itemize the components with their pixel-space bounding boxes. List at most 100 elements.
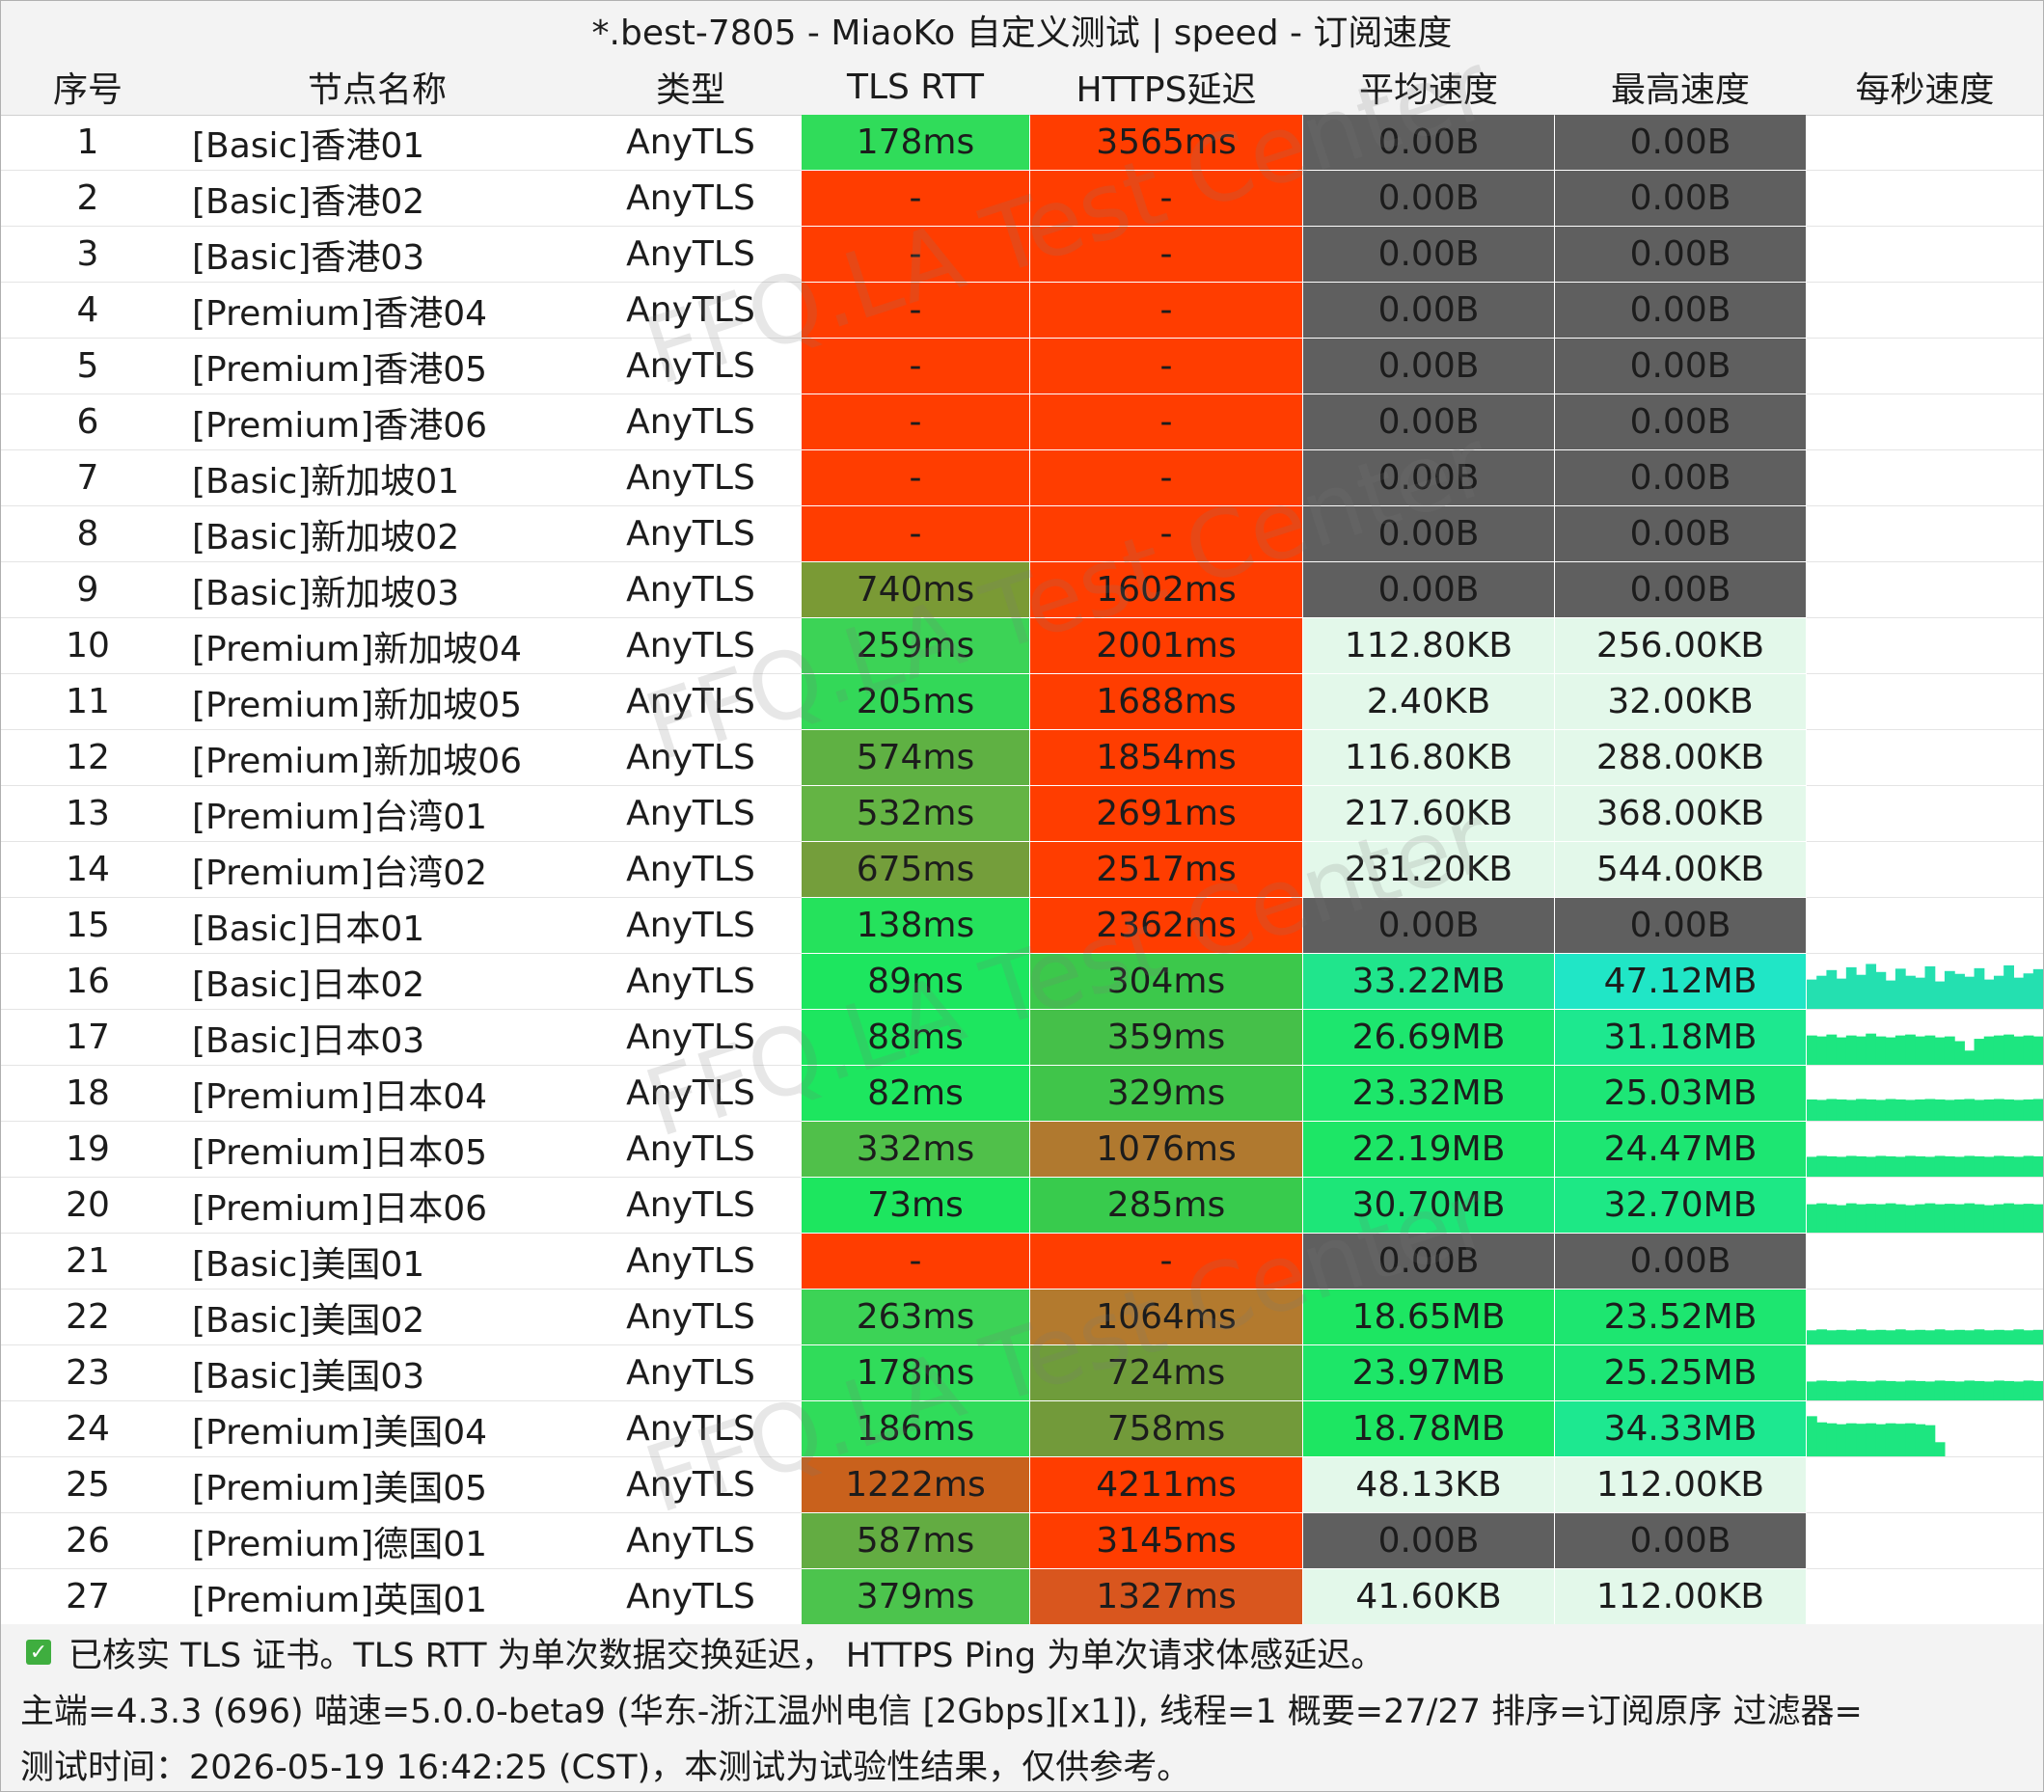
sparkline-bar xyxy=(1964,1155,1976,1177)
table-row[interactable]: 22 [Basic]美国02 AnyTLS 263ms 1064ms 18.65MB 23.… xyxy=(1,1290,2043,1345)
sparkline-bar xyxy=(1964,1050,1976,1065)
cell-https-latency: 304ms xyxy=(1030,954,1302,1010)
sparkline-bar xyxy=(1993,1099,2004,1121)
table-row[interactable]: 7 [Basic]新加坡01 AnyTLS - -0.00B 0.00B xyxy=(1,450,2043,506)
table-row[interactable]: 24 [Premium]美国04 AnyTLS 186ms 758ms 18.78MB 34… xyxy=(1,1401,2043,1457)
table-row[interactable]: 16 [Basic]日本02 AnyTLS 89ms 304ms 33.22MB 47.12… xyxy=(1,954,2043,1010)
sparkline-bar xyxy=(1944,1330,1955,1344)
column-header[interactable]: 每秒速度 xyxy=(1855,70,1995,110)
cell-https-latency: - xyxy=(1030,506,1302,562)
cell-https-latency: 359ms xyxy=(1030,1010,1302,1066)
sparkline-bar xyxy=(1866,1330,1877,1344)
sparkline-bar xyxy=(2003,1330,2014,1344)
sparkline-bar xyxy=(1934,1329,1946,1344)
cell-https-latency: 2691ms xyxy=(1030,786,1302,842)
sparkline-bar xyxy=(1894,1204,1906,1233)
sparkline-bar xyxy=(1974,1380,1985,1400)
cell-index: 13 xyxy=(1,786,175,842)
table-row[interactable]: 12 [Premium]新加坡06 AnyTLS 574ms 1854ms 116.80K… xyxy=(1,730,2043,786)
table-row[interactable]: 10 [Premium]新加坡04 AnyTLS 259ms 2001ms 112.80K… xyxy=(1,618,2043,674)
cell-https-latency: 2001ms xyxy=(1030,618,1302,674)
per-second-speed-sparkline xyxy=(1807,1066,2043,1122)
sparkline-bar xyxy=(1915,1099,1926,1121)
table-row[interactable]: 6 [Premium]香港06 AnyTLS - -0.00B 0.00B xyxy=(1,394,2043,450)
table-row[interactable]: 18 [Premium]日本04 AnyTLS 82ms 329ms 23.32MB 25.… xyxy=(1,1066,2043,1122)
column-header[interactable]: 平均速度 xyxy=(1358,70,1498,110)
cell-https-latency: 1327ms xyxy=(1030,1569,1302,1625)
table-row[interactable]: 26 [Premium]德国01 AnyTLS 587ms 3145ms 0.00B 0.0… xyxy=(1,1513,2043,1569)
sparkline-bar xyxy=(1894,968,1906,1009)
table-row[interactable]: 25 [Premium]美国05 AnyTLS 1222ms 4211ms 48.13KB… xyxy=(1,1457,2043,1513)
cell-avg-speed: 0.00B xyxy=(1303,227,1554,283)
cell-index: 17 xyxy=(1,1010,175,1066)
column-header[interactable]: 序号 xyxy=(52,70,123,110)
column-header[interactable]: 最高速度 xyxy=(1610,70,1750,110)
table-row[interactable]: 19 [Premium]日本05 AnyTLS 332ms 1076ms 22.19MB 2… xyxy=(1,1122,2043,1178)
table-row[interactable]: 27 [Premium]英国01 AnyTLS 379ms 1327ms 41.60KB 1… xyxy=(1,1569,2043,1625)
cell-tls-rtt: 186ms xyxy=(802,1401,1029,1457)
table-row[interactable]: 8 [Basic]新加坡02 AnyTLS - -0.00B 0.00B xyxy=(1,506,2043,562)
table-row[interactable]: 17 [Basic]日本03 AnyTLS 88ms 359ms 26.69MB 31.18… xyxy=(1,1010,2043,1066)
sparkline-bar xyxy=(2032,1155,2043,1177)
table-row[interactable]: 4 [Premium]香港04 AnyTLS - -0.00B 0.00B xyxy=(1,283,2043,339)
sparkline-bar xyxy=(1915,1424,1926,1456)
sparkline-bar xyxy=(1915,977,1926,1009)
cell-avg-speed: 18.78MB xyxy=(1303,1401,1554,1457)
table-row[interactable]: 1 [Basic]香港01 AnyTLS 178ms 3565ms 0.00B 0.00B xyxy=(1,115,2043,171)
sparkline-bar xyxy=(1905,975,1916,1009)
cell-avg-speed: 26.69MB xyxy=(1303,1010,1554,1066)
sparkline-bar xyxy=(1964,1330,1976,1344)
cell-max-speed: 0.00B xyxy=(1555,898,1806,954)
cell-node-name: [Premium]日本06 xyxy=(175,1178,580,1234)
footer: ✓ 已核实 TLS 证书。TLS RTT 为单次数据交换延迟， HTTPS Pi… xyxy=(1,1624,2043,1791)
sparkline-bar xyxy=(2032,1204,2043,1233)
table-row[interactable]: 9 [Basic]新加坡03 AnyTLS 740ms 1602ms 0.00B 0.00B xyxy=(1,562,2043,618)
cell-max-speed: 0.00B xyxy=(1555,562,1806,618)
table-row[interactable]: 23 [Basic]美国03 AnyTLS 178ms 724ms 23.97MB 25.2… xyxy=(1,1345,2043,1401)
sparkline-bar xyxy=(1915,1155,1926,1177)
table-row[interactable]: 20 [Premium]日本06 AnyTLS 73ms 285ms 30.70MB 32.… xyxy=(1,1178,2043,1234)
table-row[interactable]: 14 [Premium]台湾02 AnyTLS 675ms 2517ms 231.20KB… xyxy=(1,842,2043,898)
sparkline-bar xyxy=(1974,1100,1985,1121)
sparkline-bar xyxy=(1944,1380,1955,1400)
table-row[interactable]: 13 [Premium]台湾01 AnyTLS 532ms 2691ms 217.60KB… xyxy=(1,786,2043,842)
column-header[interactable]: TLS RTT xyxy=(846,67,985,107)
sparkline-bar xyxy=(1816,1155,1828,1177)
sparkline-bar xyxy=(1964,1380,1976,1400)
table-row[interactable]: 3 [Basic]香港03 AnyTLS - -0.00B 0.00B xyxy=(1,227,2043,283)
column-header[interactable]: 类型 xyxy=(655,70,725,110)
sparkline-bar xyxy=(1845,1423,1857,1456)
sparkline-bar xyxy=(1845,1380,1857,1400)
sparkline-bar xyxy=(1924,1035,1936,1065)
table-row[interactable]: 11 [Premium]新加坡05 AnyTLS 205ms 1688ms 2.40KB 3… xyxy=(1,674,2043,730)
table-row[interactable]: 15 [Basic]日本01 AnyTLS 138ms 2362ms 0.00B 0.00B xyxy=(1,898,2043,954)
sparkline-bar xyxy=(1983,1036,1995,1065)
cell-max-speed: 32.70MB xyxy=(1555,1178,1806,1234)
cell-index: 19 xyxy=(1,1122,175,1178)
table-row[interactable]: 2 [Basic]香港02 AnyTLS - -0.00B 0.00B xyxy=(1,171,2043,227)
sparkline-bar xyxy=(2003,1380,2014,1400)
cell-avg-speed: 23.97MB xyxy=(1303,1345,1554,1401)
cell-tls-rtt: - xyxy=(802,227,1029,283)
column-header[interactable]: HTTPS延迟 xyxy=(1076,70,1257,110)
sparkline-bar xyxy=(1924,1330,1936,1344)
cell-node-name: [Basic]新加坡03 xyxy=(175,562,580,618)
cell-https-latency: 1064ms xyxy=(1030,1290,1302,1345)
table-row[interactable]: 5 [Premium]香港05 AnyTLS - -0.00B 0.00B xyxy=(1,339,2043,394)
per-second-speed-sparkline xyxy=(1807,227,2043,283)
column-header[interactable]: 节点名称 xyxy=(307,70,447,110)
cell-index: 4 xyxy=(1,283,175,339)
sparkline-bar xyxy=(1836,1381,1847,1400)
cell-index: 7 xyxy=(1,450,175,506)
sparkline-bar xyxy=(1807,979,1817,1009)
sparkline-bar xyxy=(1993,975,2004,1009)
cell-https-latency: 758ms xyxy=(1030,1401,1302,1457)
per-second-speed-sparkline xyxy=(1807,1010,2043,1066)
table-row[interactable]: 21 [Basic]美国01 AnyTLS - -0.00B 0.00B xyxy=(1,1234,2043,1290)
cell-node-name: [Premium]英国01 xyxy=(175,1569,580,1625)
sparkline-bar xyxy=(2003,964,2014,1009)
sparkline-bar xyxy=(1807,1099,1817,1121)
sparkline-bar xyxy=(1866,1204,1877,1233)
per-second-speed-sparkline xyxy=(1807,1345,2043,1401)
sparkline-bar xyxy=(1944,1100,1955,1121)
